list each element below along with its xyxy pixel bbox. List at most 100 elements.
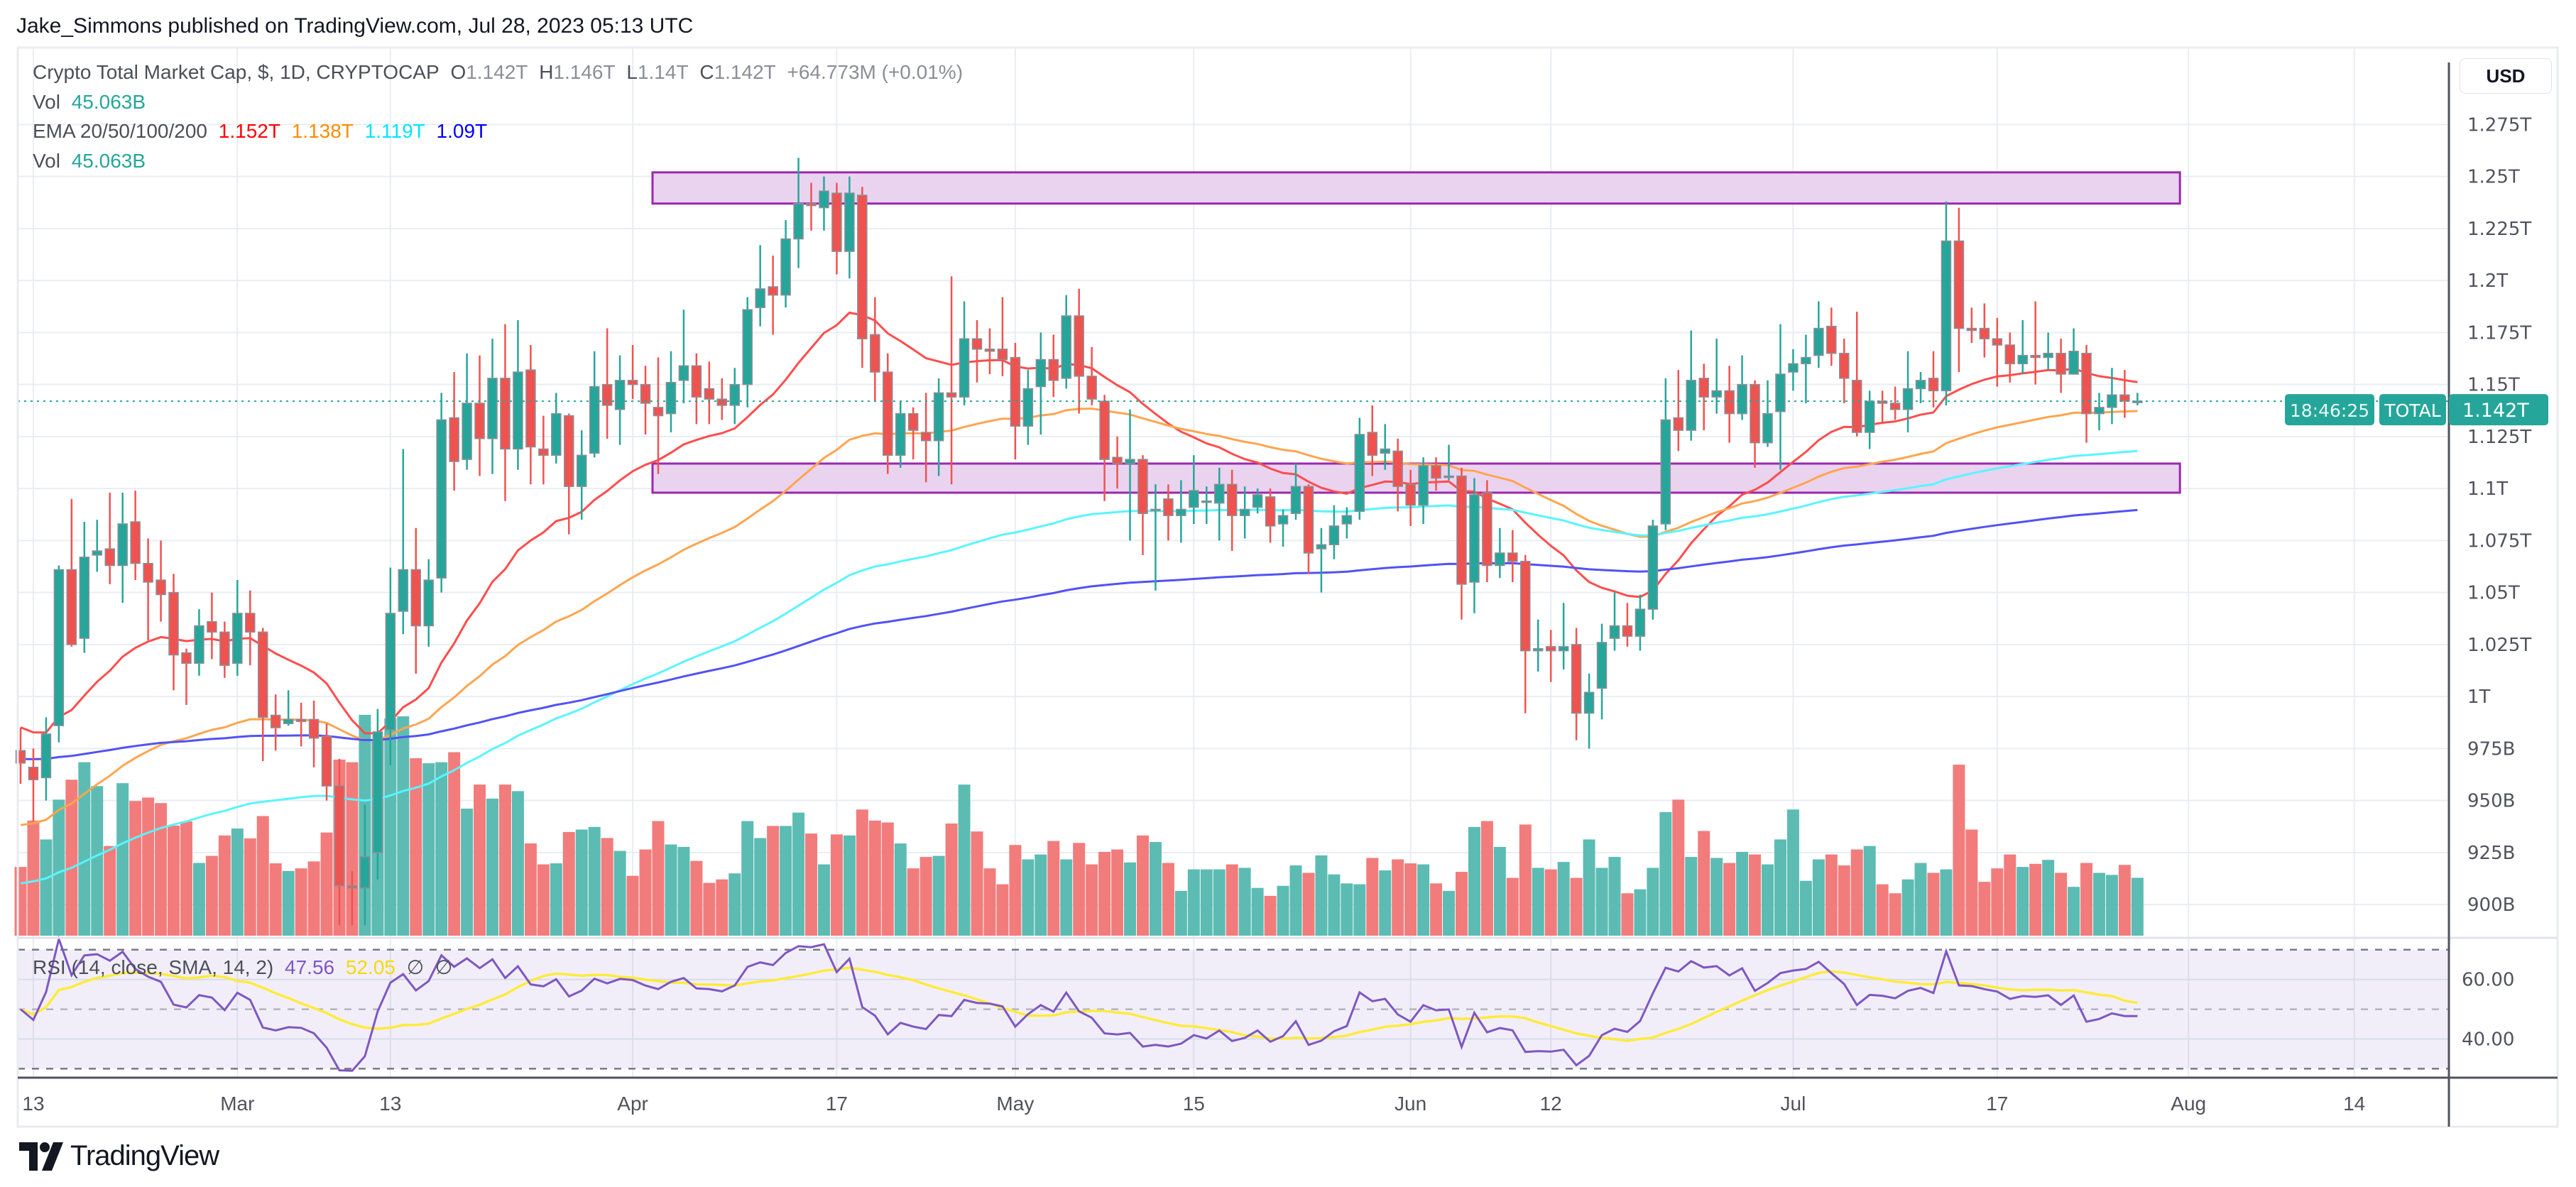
volume-bar <box>1838 865 1850 936</box>
rsi-legend[interactable]: RSI (14, close, SMA, 14, 2) 47.56 52.05 … <box>33 956 458 979</box>
volume-bar <box>1812 859 1825 936</box>
symbol-tag-label: TOTAL <box>2384 400 2440 421</box>
candle <box>2094 393 2105 431</box>
price-tag <box>2449 394 2548 426</box>
volume-bar <box>767 826 780 936</box>
volume-bar <box>1443 890 1456 936</box>
candle <box>410 527 422 674</box>
volume-bar <box>1060 859 1073 936</box>
candle-body <box>844 192 855 252</box>
ema-legend[interactable]: EMA 20/50/100/200 1.152T 1.138T 1.119T 1… <box>33 120 493 143</box>
volume-legend-2[interactable]: Vol 45.063B <box>33 150 151 173</box>
candle-body <box>1889 403 1901 410</box>
volume-bar <box>907 868 919 936</box>
volume-bar <box>1583 839 1595 936</box>
candle <box>500 324 511 501</box>
volume-bar <box>1047 841 1060 936</box>
candle-body <box>270 714 281 728</box>
candle-body <box>66 569 77 645</box>
candle-body <box>984 349 995 352</box>
candle <box>1226 469 1238 552</box>
volume-bar <box>754 838 767 936</box>
volume-bar <box>307 861 320 936</box>
candle <box>653 357 664 474</box>
candle-body <box>831 192 842 252</box>
candle <box>1583 673 1595 749</box>
symbol-legend[interactable]: Crypto Total Market Cap, $, 1D, CRYPTOCA… <box>33 61 968 84</box>
candle-body <box>883 371 893 456</box>
candle-body <box>130 521 141 564</box>
rsi-line <box>20 935 2138 1072</box>
candle <box>40 717 52 801</box>
candle <box>1558 603 1569 670</box>
candle <box>1979 303 1990 358</box>
candle-body <box>1532 647 1544 652</box>
candle <box>1750 380 1760 468</box>
volume-bar <box>626 875 639 936</box>
symbol-title: Crypto Total Market Cap, $, 1D, CRYPTOCA… <box>33 61 440 83</box>
candle <box>219 621 230 678</box>
price-tick-label: 1.125T <box>2467 427 2531 448</box>
candle <box>576 430 587 520</box>
price-tick-label: 1.1T <box>2467 478 2508 500</box>
candle <box>1826 307 1837 366</box>
tradingview-logo[interactable]: TradingView <box>19 1140 219 1172</box>
date-tick-label: 14 <box>2343 1093 2365 1115</box>
ema20-value: 1.152T <box>218 120 280 142</box>
volume-legend[interactable]: Vol 45.063B <box>33 91 151 114</box>
date-tick-label: Apr <box>617 1093 648 1115</box>
volume-bar <box>843 835 856 936</box>
rsi-tick-label: 60.00 <box>2462 970 2514 991</box>
volume-bar <box>498 784 511 936</box>
candle-body <box>601 383 613 406</box>
candle-body <box>1686 380 1697 431</box>
candle-body <box>1418 465 1429 506</box>
candle <box>946 276 957 485</box>
candle <box>1532 619 1544 672</box>
candle-body <box>474 403 485 439</box>
volume-bar <box>1749 854 1762 936</box>
candle <box>1647 520 1659 620</box>
volume-bar <box>1825 854 1838 936</box>
volume-bar <box>2042 860 2055 936</box>
currency-button[interactable]: USD <box>2460 58 2552 94</box>
volume-label: Vol <box>33 91 60 113</box>
rsi-label: RSI (14, close, SMA, 14, 2) <box>33 956 274 978</box>
volume-bar <box>1608 857 1621 936</box>
candle-body <box>1609 625 1620 639</box>
candle <box>678 310 689 404</box>
candle <box>28 748 39 821</box>
candle <box>1788 349 1799 391</box>
candle-body <box>2004 344 2016 365</box>
candle-body <box>870 334 880 373</box>
candle <box>449 372 459 491</box>
candle-body <box>1711 390 1722 398</box>
candle-body <box>2030 354 2041 359</box>
volume-value: 45.063B <box>71 150 146 172</box>
price-tick-label: 1.175T <box>2467 322 2531 344</box>
volume-bar <box>2016 867 2029 936</box>
candle <box>168 574 179 691</box>
volume-bar <box>1124 862 1137 936</box>
volume-bar <box>1226 864 1238 936</box>
candle <box>1303 484 1314 574</box>
price-tick-label: 1.075T <box>2467 530 2531 552</box>
candle-body <box>1176 508 1186 516</box>
open-value: 1.142T <box>466 61 528 83</box>
price-tag-value: 1.142T <box>2462 400 2529 422</box>
volume-bar <box>384 718 397 936</box>
candle <box>831 182 842 275</box>
candle <box>997 297 1008 376</box>
price-tick-label: 1.275T <box>2467 114 2531 136</box>
candle-body <box>1979 327 1990 339</box>
price-tick-label: 1.15T <box>2467 375 2520 396</box>
candle <box>1992 317 2003 387</box>
candle-body <box>716 398 728 406</box>
candle-body <box>946 392 957 398</box>
chart-frame <box>16 46 2559 1128</box>
volume-bar <box>1366 858 1379 936</box>
candle-body <box>1737 383 1747 415</box>
date-tick-label: 17 <box>826 1093 848 1115</box>
candle <box>1851 312 1862 437</box>
